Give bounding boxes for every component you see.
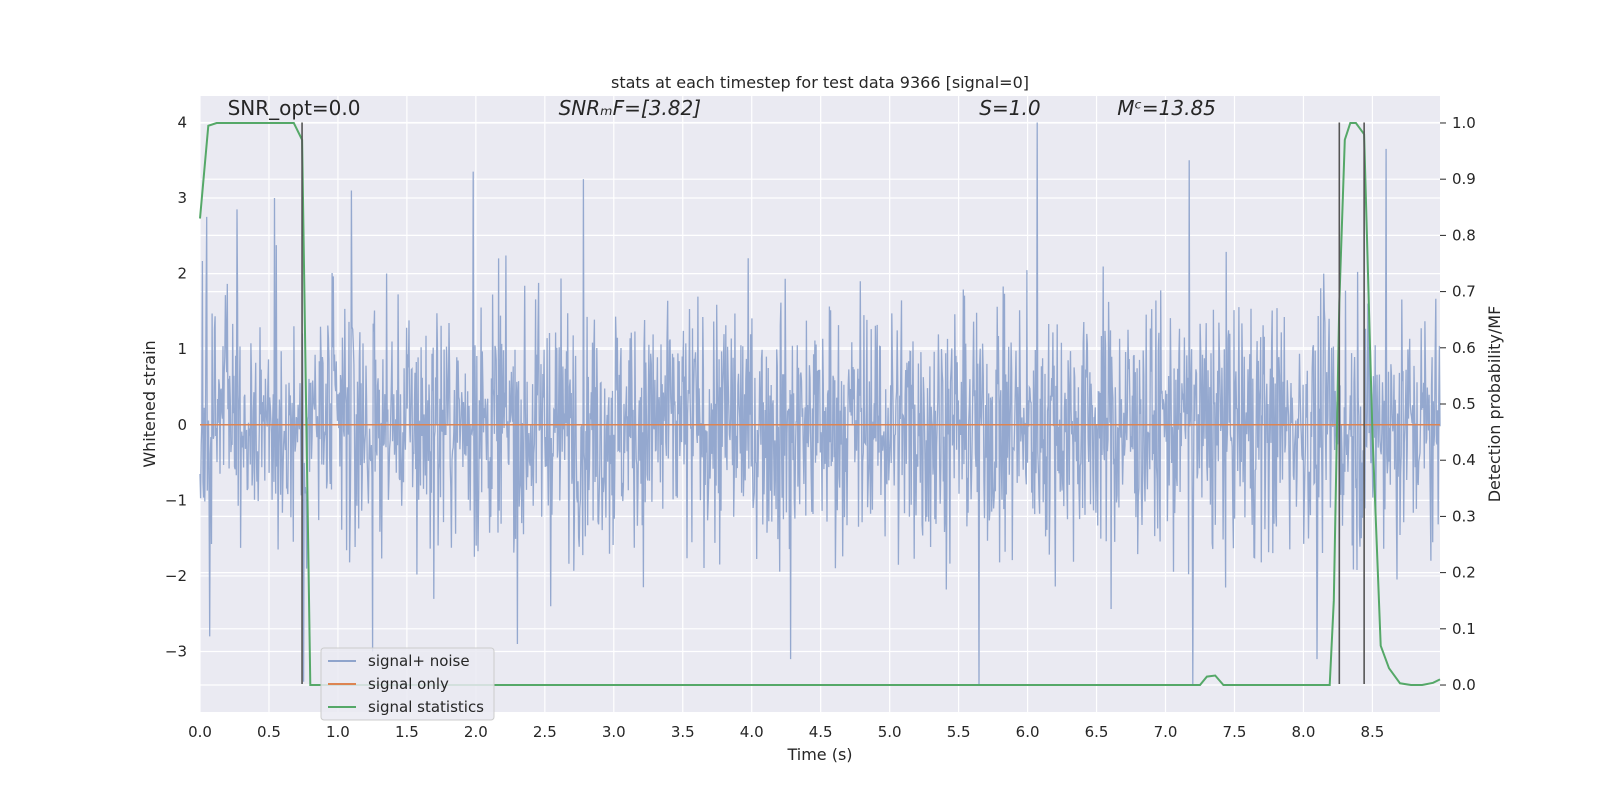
x-tick-label-12: 6.0 (1016, 723, 1040, 741)
x-tick-label-16: 8.0 (1292, 723, 1316, 741)
y2-axis-label: Detection probability/MF (1485, 306, 1504, 503)
y-tick-label-2: 2 (177, 265, 187, 283)
y2-axis-ticks: 1.0 0.9 0.8 0.7 0.6 0.5 0.4 0.3 0.2 0.1 0.0 (1440, 114, 1476, 694)
legend-label-signal-noise: signal+ noise (368, 652, 470, 670)
y2-tick-label-4: 0.6 (1452, 339, 1476, 357)
annotation-0: SNR_opt=0.0 (228, 96, 361, 120)
x-tick-label-13: 6.5 (1085, 723, 1109, 741)
annotation-1: SNRₘF=[3.82] (559, 96, 701, 120)
y-tick-label-6: −2 (165, 567, 187, 585)
x-tick-label-10: 5.0 (878, 723, 902, 741)
x-tick-label-1: 0.5 (257, 723, 281, 741)
legend-box (320, 647, 495, 721)
y2-tick-label-10: 0.0 (1452, 676, 1476, 694)
y2-tick-label-1: 0.9 (1452, 170, 1476, 188)
annotation-2: S=1.0 (979, 96, 1040, 120)
chart-title: stats at each timestep for test data 936… (611, 73, 1029, 92)
legend-label-signal-statistics: signal statistics (368, 698, 484, 716)
series-line-signal-noise (199, 122, 1441, 685)
annotations: SNR_opt=0.0 SNRₘF=[3.82] S=1.0 Mᶜ=13.85 (228, 96, 1216, 120)
y-tick-label-5: −1 (165, 491, 187, 509)
grid-lines (199, 96, 1440, 712)
x-tick-label-9: 4.5 (809, 723, 833, 741)
y2-tick-label-3: 0.7 (1452, 283, 1476, 301)
x-tick-label-14: 7.0 (1154, 723, 1178, 741)
x-tick-label-3: 1.5 (395, 723, 419, 741)
x-tick-label-5: 2.5 (533, 723, 557, 741)
y2-tick-label-2: 0.8 (1452, 226, 1476, 244)
y2-tick-label-9: 0.1 (1452, 620, 1476, 638)
x-axis-label: Time (s) (786, 745, 852, 764)
x-tick-label-0: 0.0 (188, 723, 212, 741)
y2-tick-label-6: 0.4 (1452, 451, 1476, 469)
y-tick-label-3: 1 (177, 340, 187, 358)
annotation-3: Mᶜ=13.85 (1117, 96, 1216, 120)
y-tick-label-7: −3 (165, 643, 187, 661)
x-tick-label-2: 1.0 (326, 723, 350, 741)
x-tick-label-15: 7.5 (1223, 723, 1247, 741)
x-tick-label-6: 3.0 (602, 723, 626, 741)
y2-tick-label-0: 1.0 (1452, 114, 1476, 132)
y-tick-label-4: 0 (177, 416, 187, 434)
x-tick-label-4: 2.0 (464, 723, 488, 741)
x-tick-label-17: 8.5 (1360, 723, 1384, 741)
y-tick-label-1: 3 (177, 189, 187, 207)
x-axis-ticks: 0.0 0.5 1.0 1.5 2.0 2.5 3.0 3.5 4.0 4.5 5.0 5.5 6.0 6… (188, 723, 1384, 741)
y-tick-label-0: 4 (177, 113, 187, 131)
series-lines (199, 122, 1441, 686)
y2-tick-label-5: 0.5 (1452, 395, 1476, 413)
x-tick-label-11: 5.5 (947, 723, 971, 741)
y-axis-label: Whitened strain (140, 340, 159, 467)
series-signal-noise (199, 122, 1441, 685)
y-axis-ticks: 4 3 2 1 0 −1 −2 −3 (165, 113, 187, 660)
x-tick-label-7: 3.5 (671, 723, 695, 741)
legend-label-signal-only: signal only (368, 675, 449, 693)
y2-tick-label-7: 0.3 (1452, 507, 1476, 525)
y2-tick-label-8: 0.2 (1452, 564, 1476, 582)
x-tick-label-8: 4.0 (740, 723, 764, 741)
vertical-markers (301, 122, 1365, 685)
legend: signal+ noise signal only signal statist… (320, 647, 495, 721)
series-line-signal-statistics (199, 122, 1441, 686)
